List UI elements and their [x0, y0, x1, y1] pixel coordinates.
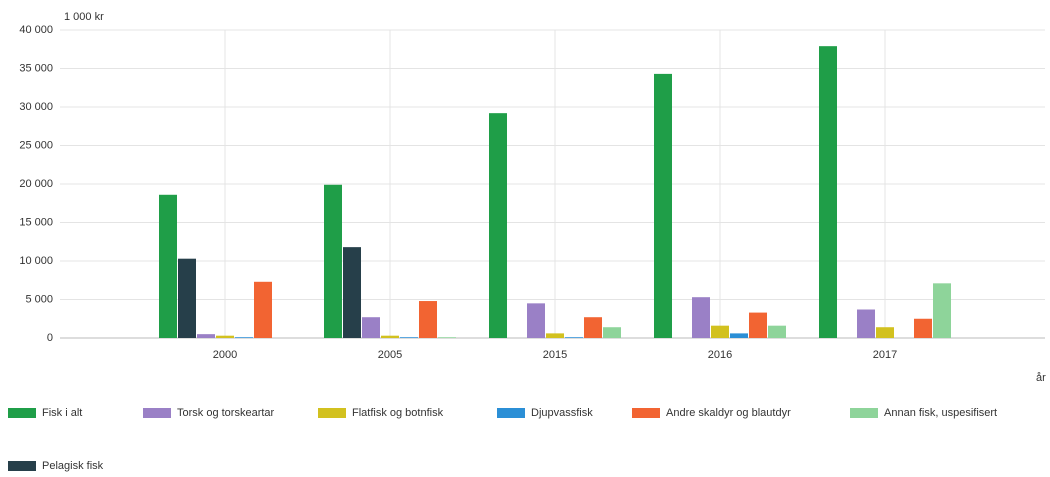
legend-label: Flatfisk og botnfisk [352, 407, 444, 419]
legend-swatch [8, 408, 36, 418]
x-tick-label: 2016 [708, 349, 732, 361]
bar [914, 318, 932, 338]
bar [527, 303, 545, 338]
x-tick-label: 2005 [378, 349, 402, 361]
bar [216, 335, 234, 338]
bar [381, 335, 399, 338]
bar [400, 337, 418, 338]
legend-label: Pelagisk fisk [42, 460, 104, 472]
legend-label: Fisk i alt [42, 407, 82, 419]
y-tick-label: 5 000 [25, 293, 53, 305]
bar [654, 73, 672, 338]
bar [876, 327, 894, 338]
bar [584, 317, 602, 338]
y-tick-label: 0 [47, 332, 53, 344]
bar [343, 247, 361, 338]
bar [730, 333, 748, 338]
bar [768, 325, 786, 338]
legend-label: Torsk og torskeartar [177, 407, 275, 419]
bar [419, 301, 437, 338]
y-tick-label: 20 000 [19, 178, 53, 190]
y-tick-label: 35 000 [19, 62, 53, 74]
bar [692, 297, 710, 338]
bar [546, 333, 564, 338]
bar [235, 337, 253, 338]
bar [933, 283, 951, 338]
legend-swatch [497, 408, 525, 418]
legend-swatch [8, 461, 36, 471]
bar [711, 325, 729, 338]
x-axis-label: år [1036, 372, 1046, 384]
y-tick-label: 25 000 [19, 139, 53, 151]
legend-swatch [632, 408, 660, 418]
bar [178, 258, 196, 338]
x-tick-label: 2015 [543, 349, 567, 361]
legend-label: Djupvassfisk [531, 407, 593, 419]
bar [197, 334, 215, 338]
legend-swatch [143, 408, 171, 418]
x-tick-label: 2017 [873, 349, 897, 361]
y-axis-label: 1 000 kr [64, 11, 104, 23]
legend-swatch [850, 408, 878, 418]
bar [254, 281, 272, 338]
y-tick-label: 40 000 [19, 24, 53, 36]
y-tick-label: 10 000 [19, 255, 53, 267]
legend-swatch [318, 408, 346, 418]
bar [749, 312, 767, 338]
bar [159, 194, 177, 338]
bar [565, 337, 583, 338]
legend-label: Andre skaldyr og blautdyr [666, 407, 791, 419]
bar [819, 46, 837, 339]
bar [603, 327, 621, 338]
bar [857, 309, 875, 338]
y-tick-label: 15 000 [19, 216, 53, 228]
bar [362, 317, 380, 338]
x-tick-label: 2000 [213, 349, 237, 361]
y-tick-label: 30 000 [19, 101, 53, 113]
bar [324, 184, 342, 338]
legend-label: Annan fisk, uspesifisert [884, 407, 997, 419]
bar [489, 113, 507, 338]
bar [438, 337, 456, 338]
